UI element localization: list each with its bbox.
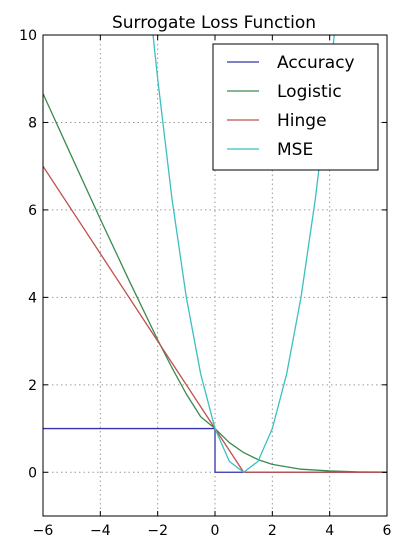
chart-title: Surrogate Loss Function — [112, 13, 316, 33]
y-tick-label: 10 — [19, 28, 37, 44]
x-tick-label: 4 — [325, 523, 334, 539]
legend-label-mse: MSE — [277, 140, 313, 160]
y-tick-label: 2 — [28, 378, 37, 394]
x-tick-label: 6 — [383, 523, 392, 539]
series-line-mse — [152, 35, 335, 473]
y-tick-label: 6 — [28, 203, 37, 219]
legend: Accuracy Logistic Hinge MSE — [212, 43, 379, 171]
y-tick-label: 8 — [28, 115, 37, 131]
tick-layer: −6 −4 −2 0 2 4 6 0 2 4 6 8 10 — [19, 28, 391, 539]
series-layer — [43, 35, 387, 473]
legend-label-logistic: Logistic — [277, 82, 342, 102]
x-tick-label: −4 — [90, 523, 111, 539]
x-tick-label: −2 — [147, 523, 168, 539]
legend-label-accuracy: Accuracy — [277, 53, 355, 73]
x-tick-label: −6 — [33, 523, 54, 539]
y-tick-label: 4 — [28, 290, 37, 306]
x-tick-label: 2 — [268, 523, 277, 539]
y-tick-label: 0 — [28, 465, 37, 481]
x-tick-label: 0 — [211, 523, 220, 539]
legend-label-hinge: Hinge — [277, 111, 327, 131]
